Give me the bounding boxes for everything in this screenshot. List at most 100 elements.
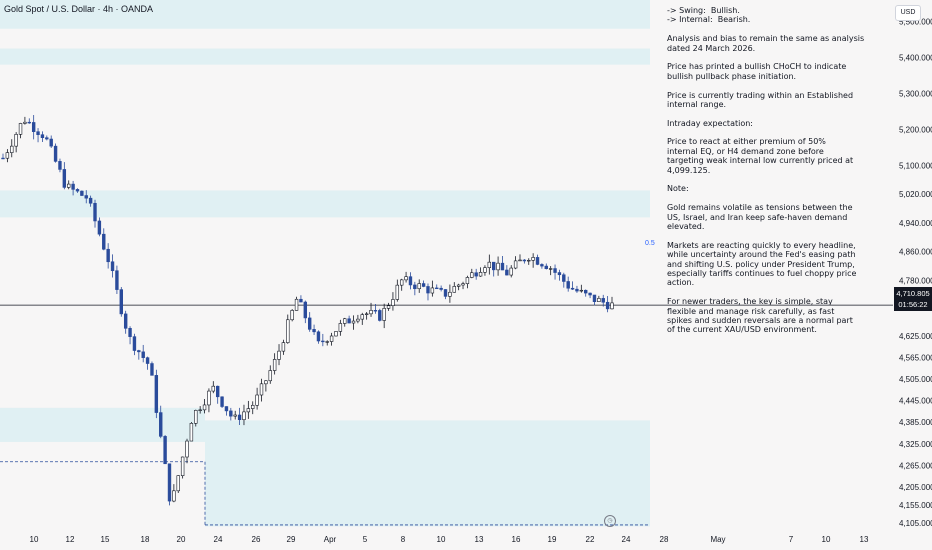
candle-body bbox=[40, 134, 45, 138]
price-tick-label: 4,940.000 bbox=[899, 219, 932, 228]
note-line: US, Israel, and Iran keep safe-haven dem… bbox=[667, 212, 848, 222]
price-tick-label: 4,860.000 bbox=[899, 248, 932, 257]
note-line bbox=[667, 25, 837, 34]
date-tick-label: 16 bbox=[512, 535, 521, 544]
candle-body bbox=[88, 197, 93, 204]
candle-body bbox=[421, 283, 426, 287]
candle-body bbox=[268, 370, 272, 382]
candle-body bbox=[255, 394, 259, 406]
candle-body bbox=[456, 284, 461, 287]
note-line: action. bbox=[667, 278, 695, 288]
candle-body bbox=[430, 287, 435, 294]
date-tick-label: 22 bbox=[586, 535, 595, 544]
candle-body bbox=[391, 299, 395, 306]
candle-body bbox=[566, 281, 570, 289]
candle-body bbox=[505, 269, 509, 276]
candle-body bbox=[351, 320, 356, 324]
candle-body bbox=[251, 404, 255, 409]
analysis-note: -> Swing: Bullish. -> Internal: Bearish. A… bbox=[667, 6, 864, 335]
demand-supply-zone bbox=[0, 0, 650, 29]
candle-body bbox=[10, 145, 14, 153]
candle-body bbox=[329, 335, 334, 342]
candle-body bbox=[575, 288, 579, 292]
candle-body bbox=[312, 329, 316, 333]
date-tick-label: 10 bbox=[437, 535, 446, 544]
date-tick-label: 5 bbox=[363, 535, 368, 544]
candle-body bbox=[360, 314, 364, 320]
candle-body bbox=[474, 272, 478, 277]
candle-body bbox=[211, 385, 216, 392]
candle-body bbox=[194, 410, 198, 424]
candle-countdown: 01:56:22 bbox=[898, 300, 928, 309]
price-tick-label: 4,155.000 bbox=[899, 501, 932, 510]
candle-body bbox=[343, 318, 347, 324]
candle-body bbox=[548, 268, 553, 270]
note-line: Price has printed a bullish CHoCH to ind… bbox=[667, 62, 847, 72]
candle-body bbox=[145, 357, 150, 364]
candle-body bbox=[1, 157, 5, 160]
candle-body bbox=[448, 291, 452, 297]
candle-body bbox=[246, 408, 251, 413]
note-line: dated 24 March 2026. bbox=[667, 43, 756, 53]
note-line: Intraday expectation: bbox=[667, 118, 753, 128]
candle-body bbox=[132, 336, 137, 351]
candle-body bbox=[5, 152, 10, 159]
note-line: -> Internal: Bearish. bbox=[667, 15, 751, 25]
currency-badge[interactable]: USD bbox=[895, 5, 921, 21]
levels-layer bbox=[0, 304, 893, 526]
chart-title: Gold Spot / U.S. Dollar · 4h · OANDA bbox=[4, 4, 154, 14]
candle-body bbox=[45, 137, 49, 140]
candle-body bbox=[426, 286, 430, 294]
note-line: and shifting U.S. policy under President… bbox=[667, 259, 855, 269]
note-line: especially tariffs continues to fuel cho… bbox=[667, 268, 857, 278]
candle-body bbox=[176, 475, 180, 492]
candle-body bbox=[14, 134, 18, 147]
candle-body bbox=[180, 456, 185, 476]
note-line bbox=[667, 175, 837, 184]
note-line: flexible and manage risk carefully, as f… bbox=[667, 306, 835, 316]
candle-body bbox=[80, 190, 84, 196]
candle-body bbox=[487, 261, 492, 268]
candle-body bbox=[395, 284, 400, 300]
candle-body bbox=[338, 323, 343, 332]
candle-body bbox=[71, 183, 75, 190]
demand-supply-zone bbox=[0, 48, 650, 65]
candle-body bbox=[106, 248, 110, 263]
candle-body bbox=[373, 310, 378, 312]
candle-body bbox=[23, 121, 27, 124]
candle-body bbox=[483, 267, 487, 273]
candle-body bbox=[465, 277, 470, 284]
candle-body bbox=[281, 342, 286, 352]
note-line: For newer traders, the key is simple, st… bbox=[667, 297, 833, 307]
candle-body bbox=[347, 318, 351, 324]
candle-body bbox=[435, 287, 439, 290]
clock-icon[interactable]: ◷ bbox=[604, 515, 616, 527]
candle-body bbox=[610, 302, 614, 310]
note-line: of the current XAU/USD environment. bbox=[667, 325, 817, 335]
date-tick-label: 19 bbox=[548, 535, 557, 544]
candle-body bbox=[237, 414, 242, 421]
fib-level-label: 0.5 bbox=[645, 240, 655, 247]
candle-body bbox=[110, 261, 115, 272]
time-axis: 10 12 15 18 20 24 26 29 Apr 5 8 10 13 16 19 22 24 28 May 7 1… bbox=[30, 535, 869, 544]
candle-body bbox=[509, 267, 513, 276]
note-line bbox=[667, 128, 837, 137]
price-tick-label: 4,780.000 bbox=[899, 276, 932, 285]
candle-body bbox=[128, 328, 132, 337]
candle-body bbox=[53, 145, 58, 162]
price-tick-label: 5,300.000 bbox=[899, 89, 932, 98]
price-axis: 5,500.000 5,400.000 5,300.000 5,200.000 5,10… bbox=[899, 18, 932, 528]
price-tick-label: 4,445.000 bbox=[899, 397, 932, 406]
note-line: Price is currently trading within an Est… bbox=[667, 90, 854, 100]
candle-body bbox=[522, 259, 527, 262]
candle-body bbox=[233, 414, 237, 417]
candle-body bbox=[369, 310, 373, 315]
date-tick-label: 15 bbox=[101, 535, 110, 544]
candle-body bbox=[356, 318, 360, 322]
date-tick-label: Apr bbox=[324, 535, 337, 544]
price-tick-label: 4,105.000 bbox=[899, 519, 932, 528]
note-line: -> Swing: Bullish. bbox=[667, 6, 740, 15]
date-tick-label: 18 bbox=[141, 535, 150, 544]
candle-body bbox=[492, 261, 496, 271]
